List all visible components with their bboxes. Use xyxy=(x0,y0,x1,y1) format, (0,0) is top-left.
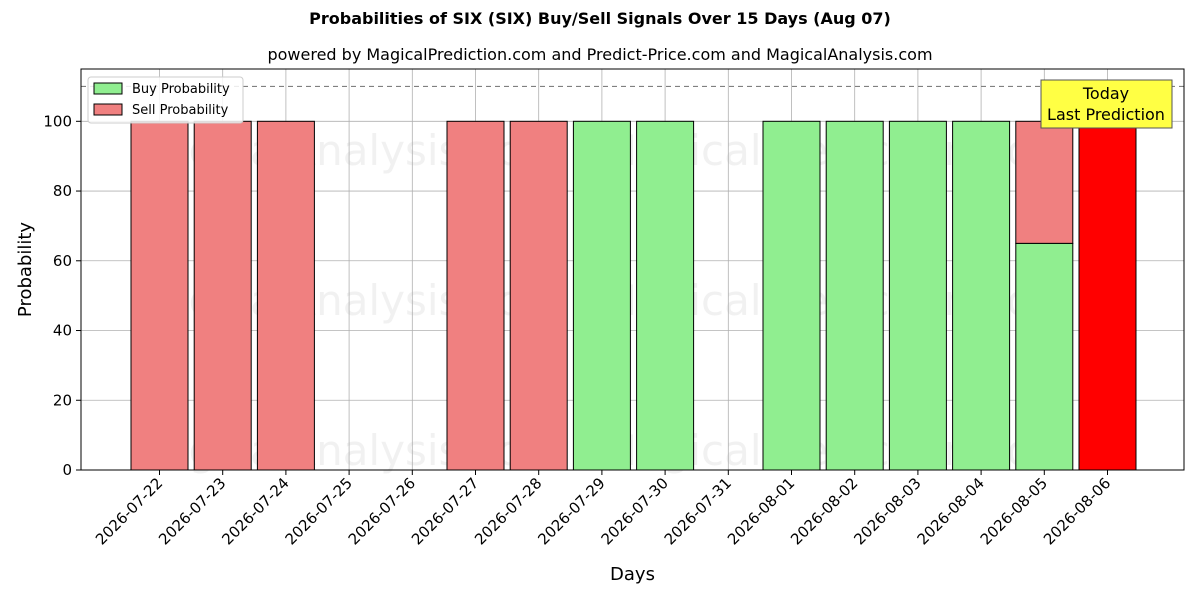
chart-subtitle: powered by MagicalPrediction.com and Pre… xyxy=(267,45,933,64)
x-tick-label: 2026-08-03 xyxy=(850,474,924,548)
bar-buy xyxy=(952,120,1011,471)
bar-sell xyxy=(130,120,189,471)
x-tick-label: 2026-07-30 xyxy=(598,474,672,548)
x-tick-label: 2026-07-22 xyxy=(92,474,166,548)
legend-swatch xyxy=(93,82,123,95)
x-tick-label: 2026-07-23 xyxy=(155,474,229,548)
bars xyxy=(130,120,1137,471)
annotation-box xyxy=(1040,79,1173,129)
y-tick-label: 100 xyxy=(43,112,72,130)
legend-label: Sell Probability xyxy=(132,103,229,118)
bar-sell xyxy=(256,120,315,471)
annotation-text: Last Prediction xyxy=(1047,105,1165,124)
y-tick-label: 0 xyxy=(62,461,72,479)
y-tick-label: 20 xyxy=(53,391,72,409)
x-tick-label: 2026-07-28 xyxy=(471,474,545,548)
x-axis-label: Days xyxy=(610,564,655,585)
annotation-text: Today xyxy=(1082,84,1129,103)
bar-sell xyxy=(193,120,252,471)
y-tick-label: 40 xyxy=(53,322,72,340)
legend-swatch xyxy=(93,103,123,116)
chart-title: Probabilities of SIX (SIX) Buy/Sell Sign… xyxy=(309,9,891,28)
y-tick-label: 60 xyxy=(53,252,72,270)
x-tick-label: 2026-07-25 xyxy=(282,474,356,548)
x-axis: 2026-07-222026-07-232026-07-242026-07-25… xyxy=(92,470,1114,548)
today-annotation: Today Last Prediction xyxy=(1040,79,1173,129)
y-axis: 0 20 40 60 80 100 xyxy=(43,112,81,479)
x-tick-label: 2026-07-31 xyxy=(661,474,735,548)
plot-frame xyxy=(80,68,1185,471)
x-tick-label: 2026-08-04 xyxy=(914,474,988,548)
x-tick-label: 2026-08-05 xyxy=(977,474,1051,548)
x-tick-label: 2026-08-06 xyxy=(1040,474,1114,548)
bar-buy xyxy=(762,120,821,471)
bar-sell xyxy=(446,120,505,471)
bar-buy xyxy=(572,120,631,471)
bar-highlight xyxy=(1078,120,1137,471)
bar-buy xyxy=(1015,242,1074,471)
x-tick-label: 2026-08-02 xyxy=(787,474,861,548)
x-tick-label: 2026-07-29 xyxy=(534,474,608,548)
bar-sell xyxy=(509,120,568,471)
bar-buy xyxy=(888,120,947,471)
bar-buy xyxy=(825,120,884,471)
y-tick-label: 80 xyxy=(53,182,72,200)
legend-box xyxy=(87,76,244,124)
y-axis-label: Probability xyxy=(15,222,36,317)
x-tick-label: 2026-08-01 xyxy=(724,474,798,548)
x-tick-label: 2026-07-26 xyxy=(345,474,419,548)
x-tick-label: 2026-07-27 xyxy=(408,474,482,548)
legend: Buy Probability Sell Probability xyxy=(87,76,244,124)
x-tick-label: 2026-07-24 xyxy=(218,474,292,548)
legend-label: Buy Probability xyxy=(132,82,230,97)
bar-sell xyxy=(1015,120,1074,244)
bar-buy xyxy=(636,120,695,471)
